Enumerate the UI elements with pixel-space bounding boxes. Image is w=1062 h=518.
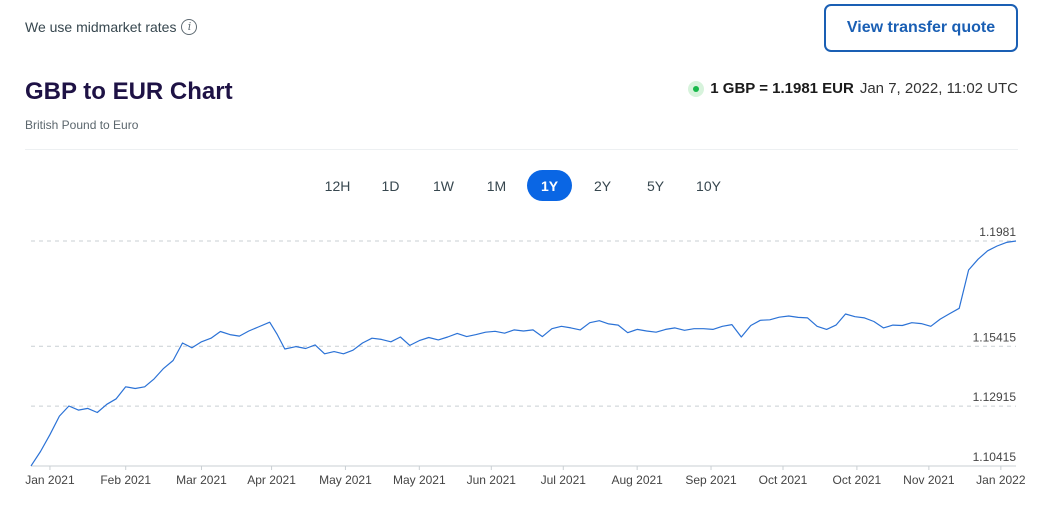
page-subtitle: British Pound to Euro xyxy=(25,118,139,132)
range-12h-button[interactable]: 12H xyxy=(315,170,360,201)
x-tick-label: Apr 2021 xyxy=(247,473,296,487)
midmarket-note-text: We use midmarket rates xyxy=(25,19,177,35)
series-line xyxy=(30,240,1017,467)
x-tick-label: Oct 2021 xyxy=(833,473,882,487)
x-tick-label: Oct 2021 xyxy=(759,473,808,487)
range-1y-button[interactable]: 1Y xyxy=(527,170,572,201)
x-tick-label: Jun 2021 xyxy=(467,473,517,487)
x-tick-label: Sep 2021 xyxy=(685,473,737,487)
range-selector: 12H 1D 1W 1M 1Y 2Y 5Y 10Y xyxy=(315,170,731,201)
x-tick-label: Mar 2021 xyxy=(176,473,227,487)
live-status-dot-icon xyxy=(688,80,705,97)
y-tick-label: 1.12915 xyxy=(973,390,1017,404)
range-1d-button[interactable]: 1D xyxy=(368,170,413,201)
info-icon[interactable]: i xyxy=(181,19,198,35)
rate-chart[interactable]: 1.10415 1.12915 1.15415 1.1981 Jan 2021 Feb 2… xyxy=(0,218,1062,518)
range-1m-button[interactable]: 1M xyxy=(474,170,519,201)
x-tick-label: May 2021 xyxy=(319,473,372,487)
x-tick-label: Jan 2021 xyxy=(25,473,75,487)
range-5y-button[interactable]: 5Y xyxy=(633,170,678,201)
header-divider xyxy=(25,149,1018,150)
x-tick-label: May 2021 xyxy=(393,473,446,487)
y-tick-label: 1.10415 xyxy=(973,450,1017,464)
x-tick-label: Feb 2021 xyxy=(100,473,151,487)
rate-value: 1 GBP = 1.1981 EUR xyxy=(710,80,854,97)
y-tick-label: 1.15415 xyxy=(973,330,1017,344)
range-2y-button[interactable]: 2Y xyxy=(580,170,625,201)
x-tick-label: Nov 2021 xyxy=(903,473,955,487)
range-1w-button[interactable]: 1W xyxy=(421,170,466,201)
x-tick-label: Jan 2022 xyxy=(976,473,1026,487)
range-10y-button[interactable]: 10Y xyxy=(686,170,731,201)
x-tick-label: Jul 2021 xyxy=(541,473,587,487)
x-tick-label: Aug 2021 xyxy=(611,473,663,487)
page-title: GBP to EUR Chart xyxy=(25,78,233,105)
y-tick-label: 1.1981 xyxy=(979,225,1016,239)
rate-timestamp: Jan 7, 2022, 11:02 UTC xyxy=(859,80,1018,97)
midmarket-note: We use midmarket rates i xyxy=(25,19,198,35)
current-rate: 1 GBP = 1.1981 EUR Jan 7, 2022, 11:02 UT… xyxy=(688,80,1018,97)
view-transfer-quote-button[interactable]: View transfer quote xyxy=(824,4,1018,52)
